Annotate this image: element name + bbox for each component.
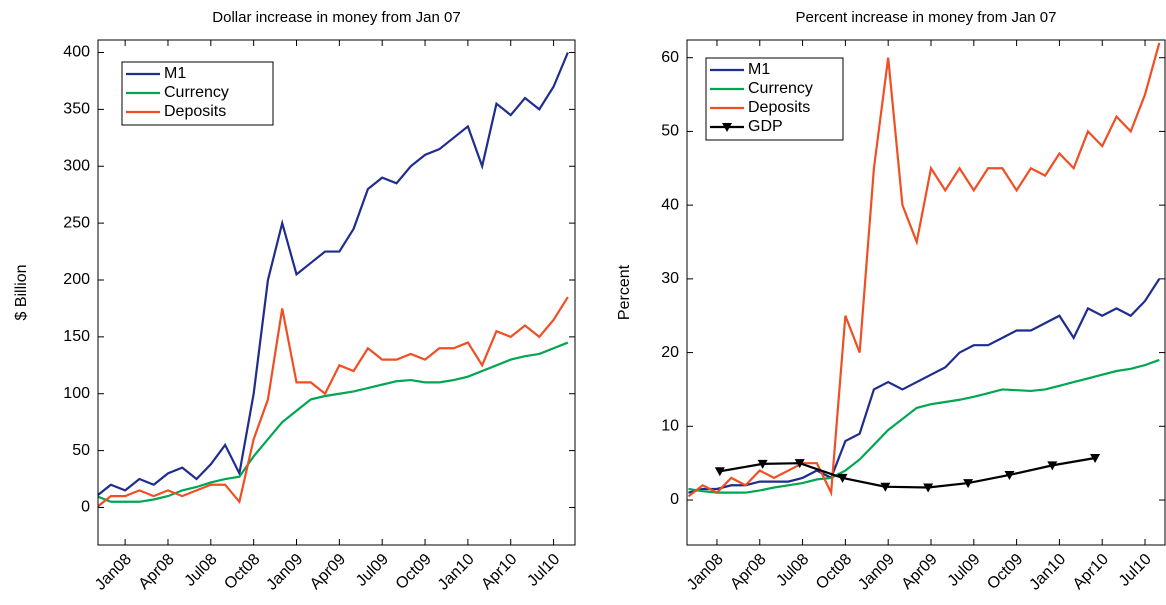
- series-marker: [837, 473, 848, 483]
- x-tick-label: Apr10: [478, 551, 520, 593]
- series-marker: [757, 459, 768, 469]
- series-marker: [923, 483, 934, 493]
- y-axis-label: Percent: [616, 264, 633, 320]
- x-tick-label: Oct08: [221, 551, 263, 593]
- y-tick-label: 0: [670, 491, 679, 508]
- x-tick-label: Oct09: [393, 551, 435, 593]
- x-tick-label: Apr09: [899, 551, 941, 593]
- y-tick-label: 30: [661, 270, 679, 287]
- chart-title: Percent increase in money from Jan 07: [796, 9, 1057, 26]
- y-tick-label: 150: [63, 328, 90, 345]
- y-tick-label: 50: [72, 442, 90, 459]
- x-tick-label: Jan08: [684, 551, 727, 594]
- x-tick-label: Apr08: [727, 551, 769, 593]
- series-line: [688, 278, 1161, 494]
- y-tick-label: 250: [63, 214, 90, 231]
- y-tick-label: 60: [661, 49, 679, 66]
- series-marker: [714, 467, 725, 477]
- series-line: [719, 456, 1096, 489]
- y-tick-label: 300: [63, 157, 90, 174]
- series-marker: [794, 459, 805, 469]
- plot-area: [98, 52, 569, 508]
- legend-label: Currency: [164, 84, 229, 101]
- chart-title: Dollar increase in money from Jan 07: [212, 9, 460, 26]
- series-line: [98, 341, 569, 503]
- series-marker: [1047, 461, 1058, 471]
- x-tick-label: Oct09: [984, 551, 1026, 593]
- x-tick-label: Jul09: [945, 551, 984, 590]
- y-tick-label: 20: [661, 344, 679, 361]
- x-tick-label: Jul08: [182, 551, 221, 590]
- series-line: [98, 52, 569, 497]
- x-tick-label: Jul10: [1116, 551, 1155, 590]
- plot-area: [687, 42, 1161, 498]
- x-tick-label: Apr08: [136, 551, 178, 593]
- series-marker: [1090, 454, 1101, 464]
- y-tick-label: 350: [63, 101, 90, 118]
- legend-label: M1: [164, 65, 186, 82]
- y-tick-label: 50: [661, 123, 679, 140]
- x-tick-label: Jul10: [524, 551, 563, 590]
- y-tick-label: 0: [81, 499, 90, 516]
- y-axis-label: $ Billion: [13, 264, 30, 320]
- x-tick-label: Jan09: [855, 551, 898, 594]
- series-line: [687, 42, 1161, 498]
- series-line: [688, 358, 1160, 494]
- axes-frame: [686, 39, 1166, 546]
- series-marker: [1004, 470, 1015, 480]
- series-line: [98, 296, 569, 508]
- x-tick-label: Jul09: [353, 551, 392, 590]
- x-tick-label: Apr10: [1070, 551, 1112, 593]
- x-tick-label: Apr09: [307, 551, 349, 593]
- legend-label: GDP: [748, 118, 783, 135]
- legend-marker: [722, 123, 732, 132]
- legend-label: M1: [748, 61, 770, 78]
- series-marker: [880, 482, 891, 492]
- y-tick-label: 200: [63, 271, 90, 288]
- x-tick-label: Jan10: [435, 551, 478, 594]
- x-tick-label: Jul08: [773, 551, 812, 590]
- x-tick-label: Jan09: [263, 551, 306, 594]
- legend-label: Deposits: [748, 99, 810, 116]
- legend-label: Currency: [748, 80, 813, 97]
- y-tick-label: 40: [661, 196, 679, 213]
- series-marker: [963, 479, 974, 489]
- axes-frame: [97, 39, 576, 546]
- y-tick-label: 10: [661, 418, 679, 435]
- x-tick-label: Oct08: [813, 551, 855, 593]
- legend-label: Deposits: [164, 103, 226, 120]
- y-tick-label: 100: [63, 385, 90, 402]
- y-tick-label: 400: [63, 44, 90, 61]
- x-tick-label: Jan10: [1026, 551, 1069, 594]
- x-tick-label: Jan08: [92, 551, 135, 594]
